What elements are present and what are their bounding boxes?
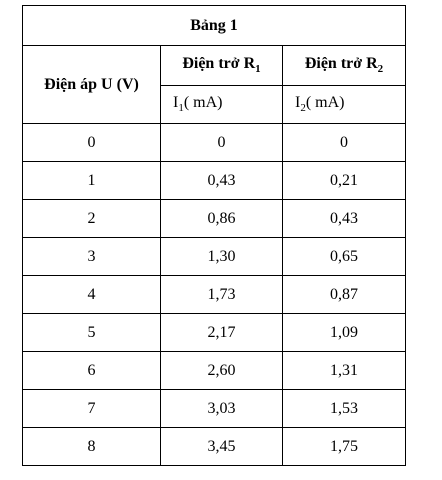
- cell: 3,45: [160, 427, 283, 466]
- data-row: 8 3,45 1,75: [22, 427, 406, 466]
- data-row: 4 1,73 0,87: [22, 275, 406, 314]
- cell: 1,31: [282, 351, 406, 390]
- cell: 0: [282, 123, 406, 162]
- cell: 0,43: [160, 161, 283, 200]
- table-body: 0 0 0 1 0,43 0,21 2 0,86 0,43 3 1,30 0,65 4 1,73 0,87 5…: [22, 123, 406, 466]
- cell: 7: [22, 389, 161, 428]
- data-row: 3 1,30 0,65: [22, 237, 406, 276]
- cell: 3,03: [160, 389, 283, 428]
- header-text: Điện trở R: [304, 55, 378, 73]
- data-row: 6 2,60 1,31: [22, 351, 406, 390]
- cell: 5: [22, 313, 161, 352]
- cell: 1,73: [160, 275, 283, 314]
- cell: 0: [160, 123, 283, 162]
- title-row: Bảng 1: [22, 5, 406, 46]
- cell: 3: [22, 237, 161, 276]
- cell: 1: [22, 161, 161, 200]
- header-unit: ( mA): [183, 94, 223, 112]
- cell: 6: [22, 351, 161, 390]
- voltage-header: Điện áp U (V): [22, 45, 161, 124]
- r1-header: Điện trở R1: [160, 45, 283, 86]
- data-row: 2 0,86 0,43: [22, 199, 406, 238]
- table-title: Bảng 1: [22, 5, 406, 46]
- cell: 0,86: [160, 199, 283, 238]
- cell: 0,21: [282, 161, 406, 200]
- header-text: I: [295, 94, 301, 112]
- data-row: 1 0,43 0,21: [22, 161, 406, 200]
- cell: 1,75: [282, 427, 406, 466]
- header-unit: ( mA): [305, 94, 345, 112]
- cell: 1,09: [282, 313, 406, 352]
- cell: 0,65: [282, 237, 406, 276]
- header-text: I: [173, 94, 179, 112]
- data-row: 7 3,03 1,53: [22, 389, 406, 428]
- header-sub: 1: [255, 63, 261, 76]
- cell: 0,87: [282, 275, 406, 314]
- cell: 2: [22, 199, 161, 238]
- header-sub: 1: [178, 102, 184, 115]
- cell: 1,30: [160, 237, 283, 276]
- header-sub: 2: [300, 102, 306, 115]
- cell: 1,53: [282, 389, 406, 428]
- header-sub: 2: [377, 63, 384, 76]
- r2-header: Điện trở R2: [282, 45, 406, 86]
- cell: 8: [22, 427, 161, 466]
- i2-header: I2( mA): [282, 85, 406, 124]
- i1-header: I1( mA): [160, 85, 283, 124]
- data-row: 5 2,17 1,09: [22, 313, 406, 352]
- cell: 2,17: [160, 313, 283, 352]
- cell: 0,43: [282, 199, 406, 238]
- cell: 2,60: [160, 351, 283, 390]
- cell: 0: [22, 123, 161, 162]
- header-text: Điện trở R: [182, 55, 256, 73]
- cell: 4: [22, 275, 161, 314]
- data-table: Bảng 1 Điện áp U (V) Điện trở R1 Điện tr…: [22, 5, 406, 466]
- unit-row: I1( mA) I2( mA): [23, 85, 406, 124]
- header-row: Điện áp U (V) Điện trở R1 Điện trở R2: [22, 45, 406, 124]
